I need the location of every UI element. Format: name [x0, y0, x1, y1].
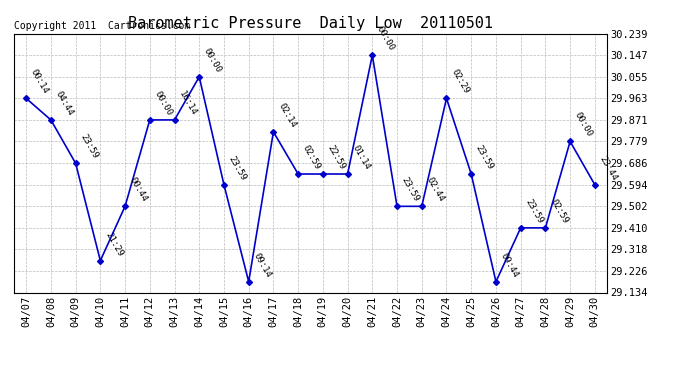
Text: 16:14: 16:14 [177, 89, 199, 117]
Title: Barometric Pressure  Daily Low  20110501: Barometric Pressure Daily Low 20110501 [128, 16, 493, 31]
Text: 00:14: 00:14 [29, 68, 50, 96]
Text: 23:44: 23:44 [598, 154, 619, 182]
Text: 21:29: 21:29 [103, 230, 124, 258]
Text: 02:59: 02:59 [548, 197, 569, 225]
Text: Copyright 2011  Cartronics.com: Copyright 2011 Cartronics.com [14, 21, 190, 31]
Text: 00:44: 00:44 [128, 176, 149, 204]
Text: 22:59: 22:59 [326, 144, 347, 171]
Text: 01:14: 01:14 [351, 144, 372, 171]
Text: 00:00: 00:00 [375, 25, 396, 52]
Text: 23:59: 23:59 [227, 154, 248, 182]
Text: 02:59: 02:59 [301, 144, 322, 171]
Text: 02:29: 02:29 [449, 68, 471, 96]
Text: 23:59: 23:59 [524, 197, 544, 225]
Text: 02:14: 02:14 [276, 101, 297, 129]
Text: 02:44: 02:44 [424, 176, 446, 204]
Text: 23:59: 23:59 [79, 133, 99, 160]
Text: 09:44: 09:44 [499, 251, 520, 279]
Text: 00:00: 00:00 [573, 111, 594, 139]
Text: 09:14: 09:14 [251, 251, 273, 279]
Text: 04:44: 04:44 [54, 89, 75, 117]
Text: 23:59: 23:59 [400, 176, 421, 204]
Text: 00:00: 00:00 [152, 89, 174, 117]
Text: 00:00: 00:00 [202, 46, 224, 74]
Text: 23:59: 23:59 [474, 144, 495, 171]
